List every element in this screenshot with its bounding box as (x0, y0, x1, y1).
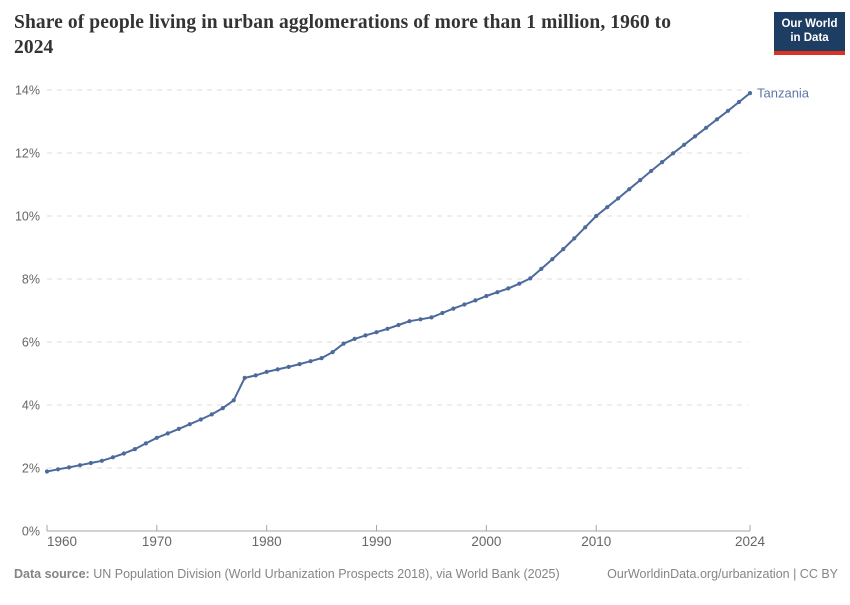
data-point-marker (132, 447, 137, 452)
data-point-marker (605, 205, 610, 210)
x-axis-tick-label: 1960 (47, 534, 77, 549)
y-axis-tick-label: 4% (22, 399, 40, 413)
x-axis-tick-label: 2000 (471, 534, 501, 549)
y-axis-tick-label: 6% (22, 336, 40, 350)
y-axis-tick-label: 8% (22, 273, 40, 287)
data-point-marker (374, 330, 379, 335)
data-point-marker (396, 322, 401, 328)
data-point-marker (352, 336, 357, 341)
data-point-marker (594, 213, 599, 219)
data-point-marker (242, 375, 247, 380)
data-point-marker (286, 364, 291, 369)
data-point-marker (649, 168, 654, 174)
data-point-marker (275, 367, 280, 372)
data-point-marker (198, 417, 203, 422)
x-axis-tick-label: 1980 (252, 534, 282, 549)
data-point-marker (121, 451, 126, 456)
data-point-marker (363, 333, 368, 338)
data-point-marker (583, 225, 588, 230)
data-point-marker (682, 142, 687, 147)
license-note: OurWorldinData.org/urbanization | CC BY (607, 567, 838, 581)
x-axis-tick-label: 1990 (362, 534, 392, 549)
data-point-marker (714, 117, 720, 122)
data-point-marker (693, 134, 698, 139)
data-point-marker (209, 412, 214, 417)
data-point-marker (385, 326, 390, 331)
chart-footer: Data source: UN Population Division (Wor… (14, 567, 838, 581)
logo-line2: in Data (790, 31, 829, 44)
data-point-marker (484, 293, 489, 299)
data-point-marker (77, 463, 83, 468)
data-point-marker (407, 319, 412, 324)
data-point-marker (561, 247, 566, 252)
data-point-marker (517, 281, 522, 286)
series-line (46, 92, 751, 473)
data-point-marker (462, 302, 467, 307)
data-point-marker (429, 315, 434, 320)
data-point-marker (747, 91, 753, 96)
data-point-marker (220, 406, 225, 411)
data-point-marker (110, 455, 115, 460)
data-point-marker (572, 236, 577, 241)
data-point-marker (187, 422, 192, 427)
data-point-marker (528, 276, 533, 281)
x-axis-tick-label: 1970 (142, 534, 172, 549)
data-point-marker (671, 151, 676, 156)
data-point-marker (550, 257, 555, 262)
data-point-marker (341, 341, 346, 346)
data-point-marker (264, 369, 269, 374)
data-source-text: UN Population Division (World Urbanizati… (89, 567, 560, 581)
y-axis-tick-label: 0% (22, 525, 40, 539)
data-point-marker (99, 458, 104, 463)
data-point-marker (473, 298, 478, 303)
data-point-marker (55, 467, 61, 472)
data-point-marker (253, 373, 258, 378)
data-point-marker (176, 426, 181, 431)
data-point-marker (297, 362, 302, 367)
x-axis-tick-label: 2010 (581, 534, 611, 549)
data-point-marker (704, 125, 709, 130)
data-point-marker (319, 356, 324, 361)
data-point-marker (660, 160, 665, 165)
data-point-marker (330, 350, 335, 355)
data-point-marker (418, 317, 423, 322)
data-point-marker (451, 306, 456, 311)
y-axis-tick-label: 12% (15, 147, 40, 161)
data-source-label: Data source: (14, 567, 90, 581)
data-point-marker (440, 310, 445, 316)
data-point-marker (231, 398, 236, 403)
owid-logo: Our World in Data (774, 12, 845, 55)
data-point-marker (736, 99, 742, 105)
data-point-marker (725, 108, 731, 113)
data-source-note: Data source: UN Population Division (Wor… (14, 567, 560, 581)
data-point-marker (539, 266, 544, 271)
data-point-marker (627, 187, 632, 192)
data-point-marker (143, 441, 148, 446)
data-point-marker (638, 178, 643, 183)
chart-title: Share of people living in urban agglomer… (14, 12, 672, 59)
logo-line1: Our World (781, 18, 838, 30)
data-point-marker (66, 465, 72, 470)
y-axis-tick-label: 14% (15, 84, 40, 98)
x-axis-tick-label: 2024 (735, 534, 766, 549)
data-point-marker (616, 196, 621, 201)
y-axis-tick-label: 2% (22, 462, 40, 476)
data-point-marker (308, 359, 313, 364)
data-point-marker (88, 460, 93, 466)
data-point-marker (165, 431, 170, 436)
y-axis-tick-label: 10% (15, 210, 40, 224)
data-point-marker (506, 286, 511, 291)
data-point-marker (495, 290, 500, 295)
data-point-marker (44, 469, 50, 474)
entity-label: Tanzania (757, 86, 810, 101)
data-point-marker (154, 435, 159, 440)
